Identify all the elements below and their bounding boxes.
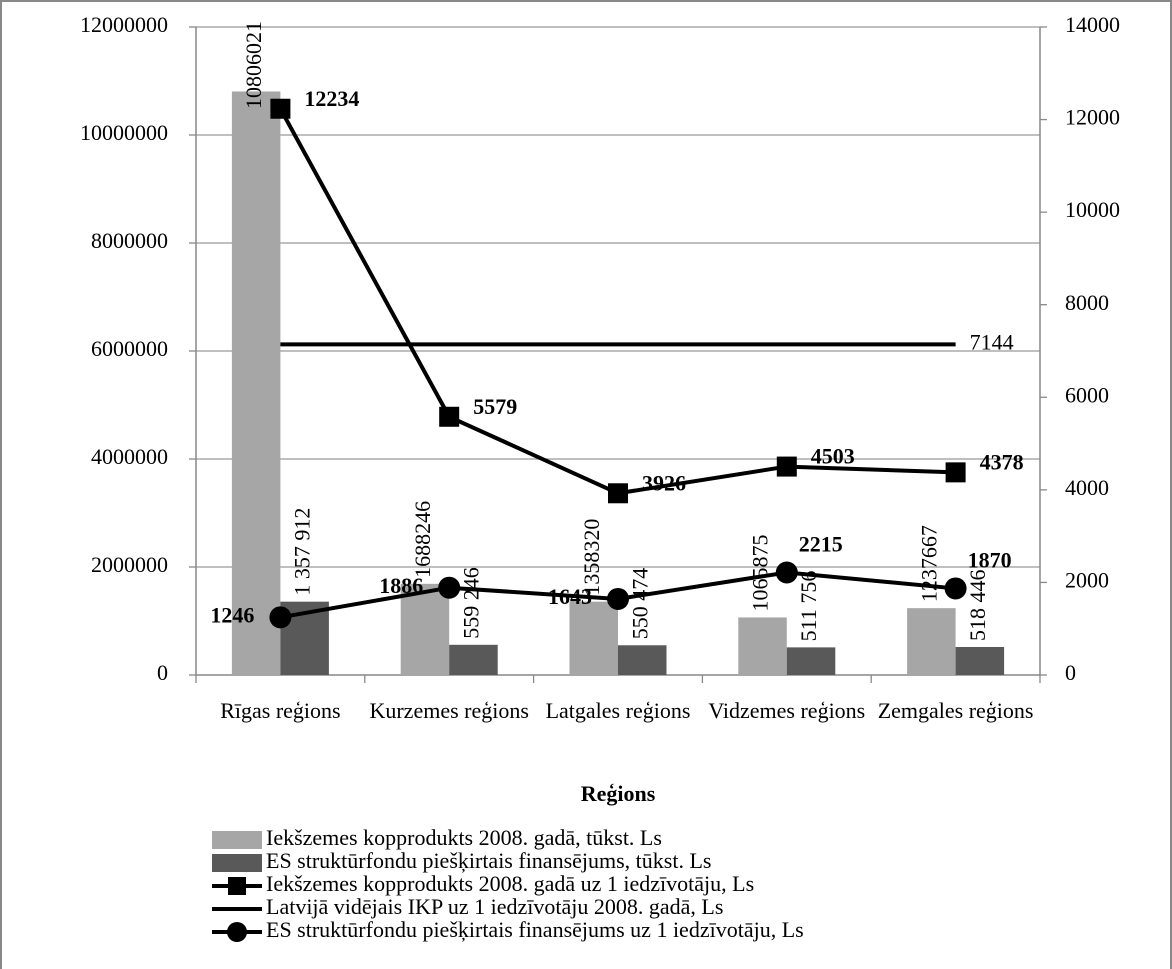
bar-value-label: 10806021 [241, 21, 266, 109]
x-tick-label: Kurzemes reģions [369, 698, 528, 723]
y2-tick-label: 10000 [1065, 197, 1120, 222]
y2-tick-label: 14000 [1065, 12, 1120, 37]
legend-label: Iekšzemes kopprodukts 2008. gadā, tūkst.… [266, 825, 662, 850]
legend-marker [228, 877, 246, 895]
line-value-label: 3926 [642, 470, 686, 495]
bar [231, 91, 281, 676]
legend-label: Iekšzemes kopprodukts 2008. gadā uz 1 ie… [266, 871, 754, 896]
y-tick-label: 6000000 [91, 336, 168, 361]
line-marker [270, 98, 291, 119]
bar-value-label: 1237667 [916, 525, 941, 602]
bar-value-label: 518 446 [965, 570, 990, 642]
bar-value-label: 559 246 [458, 567, 483, 639]
line-marker [945, 462, 966, 483]
line-value-label: 1870 [968, 547, 1012, 572]
legend-swatch [212, 831, 262, 849]
bar-value-label: 550 474 [627, 568, 652, 640]
x-tick-label: Zemgales reģions [878, 698, 1034, 723]
y-tick-label: 0 [157, 660, 168, 685]
line-value-label: 4378 [980, 449, 1024, 474]
bar [618, 645, 667, 675]
line-value-label: 1886 [379, 573, 423, 598]
bar [400, 583, 450, 675]
line-value-label: 7144 [970, 329, 1014, 354]
y2-tick-label: 8000 [1065, 290, 1109, 315]
y-tick-label: 2000000 [91, 552, 168, 577]
y2-tick-label: 6000 [1065, 382, 1109, 407]
line-marker [608, 483, 628, 504]
bar [955, 647, 1005, 675]
legend-label: ES struktūrfondu piešķirtais finansējums… [266, 848, 711, 873]
y2-tick-label: 12000 [1065, 105, 1120, 130]
line-marker [269, 606, 292, 629]
x-tick-label: Vidzemes reģions [708, 698, 865, 723]
bar-value-label: 1 357 912 [290, 508, 315, 596]
line-value-label: 12234 [304, 86, 359, 111]
line-marker [607, 587, 629, 610]
bar-value-label: 1065875 [748, 534, 773, 611]
legend-swatch [212, 854, 262, 872]
bar [569, 601, 618, 675]
bar-value-label: 1358320 [579, 519, 604, 596]
x-tick-label: Latgales reģions [546, 698, 691, 723]
bar [449, 644, 498, 675]
line-marker [776, 456, 797, 477]
bar [738, 617, 787, 675]
y2-tick-label: 0 [1065, 660, 1076, 685]
line-marker [775, 561, 798, 584]
x-axis-title: Reģions [581, 781, 656, 806]
bar-value-label: 1688246 [410, 501, 435, 578]
legend-label: Latvijā vidējais IKP uz 1 iedzīvotāju 20… [266, 894, 723, 919]
y2-tick-label: 2000 [1065, 567, 1109, 592]
y-tick-label: 8000000 [91, 228, 168, 253]
line-marker [438, 576, 461, 599]
line-marker [439, 406, 460, 427]
y-tick-label: 4000000 [91, 444, 168, 469]
line-value-label: 2215 [799, 532, 843, 557]
y-tick-label: 12000000 [80, 12, 168, 37]
bar [786, 647, 836, 675]
legend-label: ES struktūrfondu piešķirtais finansējums… [266, 917, 804, 942]
bar-value-label: 511 756 [796, 571, 821, 642]
y-tick-label: 10000000 [80, 120, 168, 145]
line-value-label: 4503 [811, 444, 855, 469]
line-marker [944, 577, 967, 600]
line-value-label: 1246 [210, 602, 254, 627]
x-tick-label: Rīgas reģions [220, 698, 340, 723]
line-value-label: 5579 [473, 394, 517, 419]
bar [907, 608, 956, 675]
y2-tick-label: 4000 [1065, 475, 1109, 500]
legend-marker [227, 922, 247, 942]
line-value-label: 1643 [548, 584, 592, 609]
